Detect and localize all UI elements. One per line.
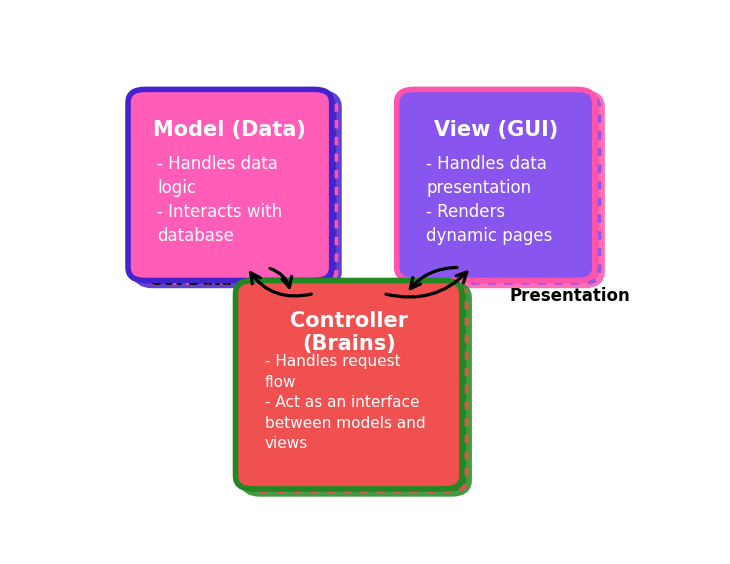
- Text: Controller
(Brains): Controller (Brains): [290, 311, 408, 354]
- FancyBboxPatch shape: [128, 90, 331, 280]
- Text: Get
Presentation: Get Presentation: [510, 265, 631, 305]
- Text: - Handles request
flow
- Act as an interface
between models and
views: - Handles request flow - Act as an inter…: [265, 354, 426, 451]
- FancyBboxPatch shape: [246, 287, 466, 491]
- Text: - Handles data
presentation
- Renders
dynamic pages: - Handles data presentation - Renders dy…: [426, 155, 553, 245]
- Text: - Handles data
logic
- Interacts with
database: - Handles data logic - Interacts with da…: [158, 155, 283, 245]
- Text: Get Data: Get Data: [149, 271, 231, 289]
- Text: View (GUI): View (GUI): [434, 120, 558, 140]
- FancyBboxPatch shape: [396, 90, 595, 280]
- FancyBboxPatch shape: [138, 96, 337, 283]
- Text: Model (Data): Model (Data): [153, 120, 307, 140]
- FancyBboxPatch shape: [236, 280, 462, 489]
- FancyBboxPatch shape: [407, 96, 599, 283]
